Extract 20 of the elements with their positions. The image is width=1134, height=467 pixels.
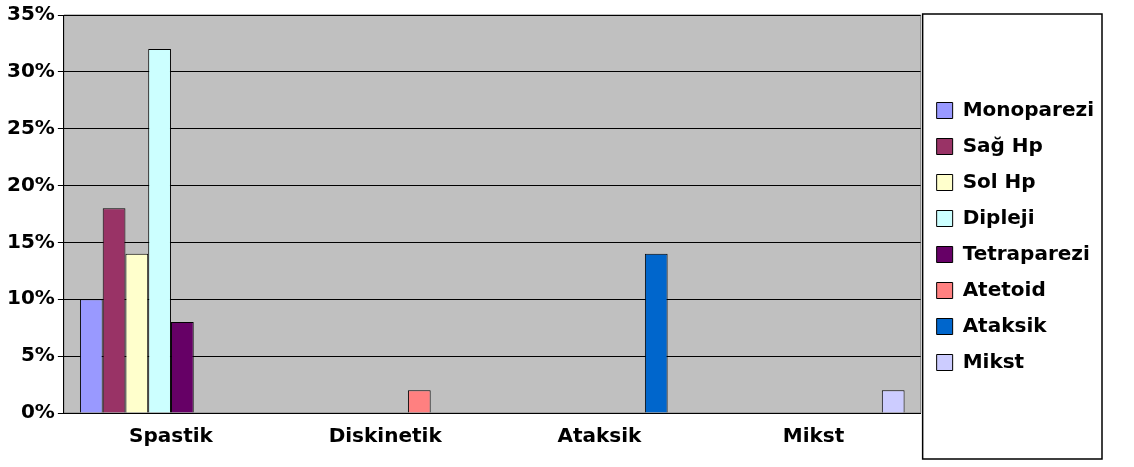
y-tick-label: 10% (7, 285, 55, 310)
y-tick-label: 0% (20, 399, 55, 424)
y-tick-label: 15% (7, 228, 55, 253)
x-tick-label: Ataksik (557, 423, 642, 448)
y-tick-label: 35% (7, 1, 55, 26)
y-tick-label: 20% (7, 171, 55, 196)
x-tick-label: Diskinetik (328, 423, 443, 448)
legend-label: Atetoid (962, 276, 1046, 301)
x-tick-label: Spastik (129, 423, 214, 448)
legend-label: Ataksik (962, 312, 1048, 337)
x-tick-label: Mikst (782, 423, 845, 448)
legend-label: Dipleji (962, 204, 1035, 229)
legend-label: Monoparezi (962, 96, 1094, 121)
legend-label: Mikst (962, 348, 1025, 373)
y-tick-label: 25% (7, 114, 55, 139)
legend-label: Sağ Hp (962, 132, 1043, 157)
legend-label: Tetraparezi (962, 240, 1090, 265)
y-tick-label: 30% (7, 58, 55, 83)
legend-label: Sol Hp (962, 168, 1036, 193)
y-tick-label: 5% (20, 342, 55, 367)
